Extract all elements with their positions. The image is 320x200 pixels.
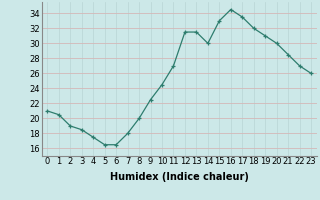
X-axis label: Humidex (Indice chaleur): Humidex (Indice chaleur) (110, 172, 249, 182)
